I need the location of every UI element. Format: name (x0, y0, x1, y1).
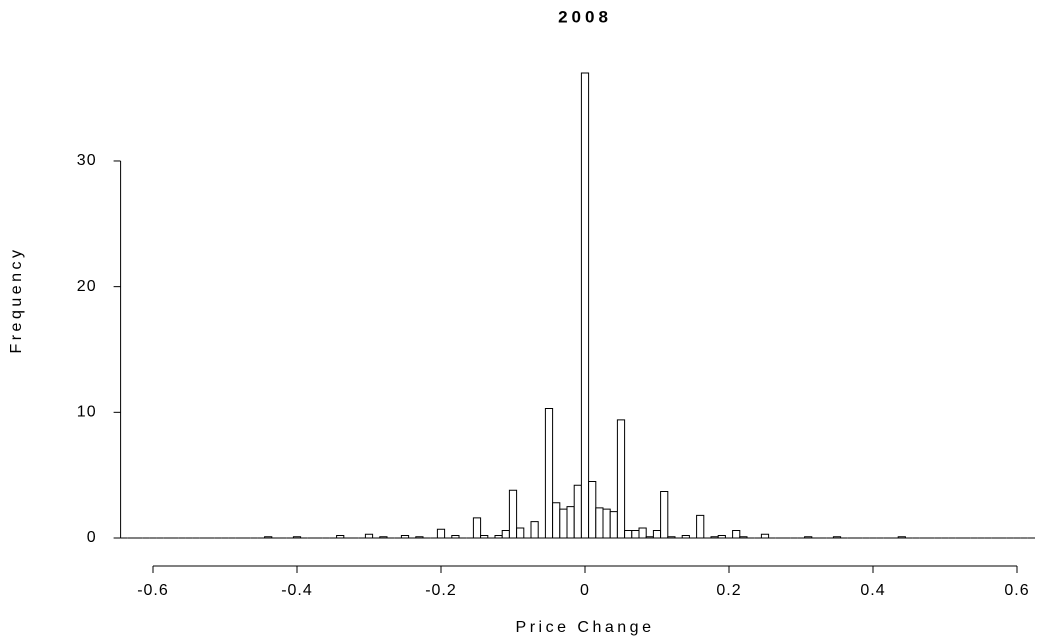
bar (804, 536, 813, 539)
y-tick-label: 10 (77, 404, 97, 421)
bar (559, 508, 568, 539)
bar (732, 529, 741, 539)
bar (710, 536, 719, 539)
bar (631, 529, 640, 539)
bar (717, 534, 726, 539)
y-tick-label: 20 (77, 278, 97, 295)
bar (480, 534, 489, 539)
bar (501, 529, 510, 539)
bar (588, 480, 597, 539)
bar (364, 533, 374, 539)
bar (609, 511, 618, 539)
bar (660, 491, 669, 539)
bar (451, 534, 460, 539)
bar (624, 529, 633, 539)
bar (552, 502, 561, 539)
bar (516, 527, 525, 539)
bar (292, 536, 302, 539)
bar (696, 514, 705, 539)
bar (415, 536, 424, 539)
bar (573, 484, 582, 539)
bar (336, 534, 345, 539)
x-tick-label: -0.6 (137, 582, 169, 599)
bar (832, 536, 842, 539)
bar (472, 517, 482, 539)
x-tick-label: 0.4 (860, 582, 885, 599)
bar (264, 536, 273, 539)
x-tick-label: 0 (580, 582, 590, 599)
bar (436, 528, 446, 539)
bar (530, 521, 539, 539)
bar (595, 507, 604, 539)
bar (897, 536, 906, 539)
bar (652, 529, 662, 539)
bar (760, 533, 770, 539)
x-tick-label: 0.2 (716, 582, 741, 599)
bar (667, 536, 676, 539)
bar (645, 536, 654, 539)
x-axis-label: Price Change (516, 619, 655, 636)
bar (400, 534, 410, 539)
y-tick-label: 0 (87, 529, 97, 546)
chart-title: 2008 (558, 7, 612, 26)
y-tick-label: 30 (77, 152, 97, 169)
bar (638, 527, 647, 539)
bar (379, 536, 388, 539)
bar (739, 536, 748, 539)
bar (544, 408, 554, 539)
bar (508, 489, 518, 539)
bar (616, 419, 626, 539)
bar (602, 508, 611, 539)
bar (566, 506, 575, 539)
x-tick-label: -0.2 (425, 582, 457, 599)
x-tick-label: -0.4 (281, 582, 313, 599)
x-tick-label: 0.6 (1004, 582, 1029, 599)
y-axis-label: Frequency (8, 246, 25, 353)
bar (494, 534, 503, 539)
bar (580, 72, 590, 539)
bar (681, 534, 690, 539)
